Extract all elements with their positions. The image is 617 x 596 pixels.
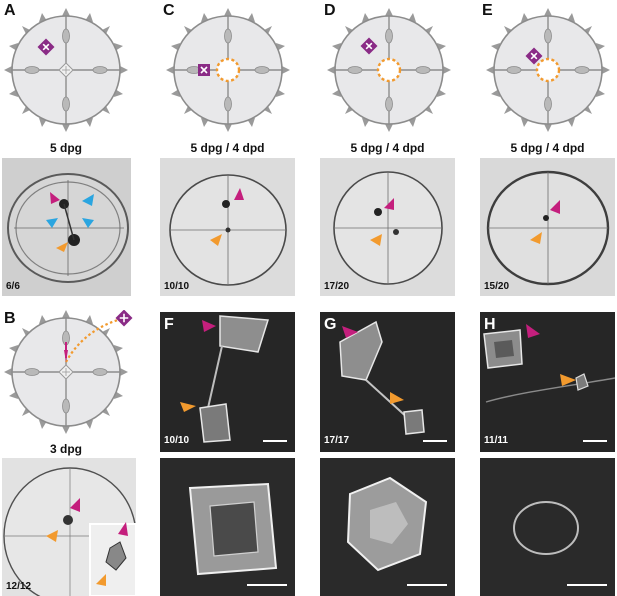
count-c: 10/10 <box>164 281 190 292</box>
photo-e: 15/20 <box>480 158 615 296</box>
orange-arrowhead-icon <box>390 392 404 404</box>
magenta-arrowhead-icon <box>342 326 358 338</box>
scale-bar <box>423 440 447 442</box>
caption-a: 5 dpg <box>50 141 82 155</box>
caption-e: 5 dpg / 4 dpd <box>510 141 585 155</box>
scale-bar <box>407 584 447 586</box>
photo-g-top: G 17/17 <box>320 312 455 452</box>
orange-arrowhead-icon <box>210 234 222 246</box>
cyan-arrowhead-icon <box>46 218 58 228</box>
diagram-c <box>166 8 290 132</box>
count-e: 15/20 <box>484 281 510 292</box>
count-f: 10/10 <box>164 435 190 446</box>
panel-letter-e: E <box>482 2 493 19</box>
panel-letter-b: B <box>4 310 16 327</box>
magenta-arrowhead-icon <box>526 324 540 338</box>
scale-bar <box>263 440 287 442</box>
photo-h-bottom <box>480 458 615 596</box>
magenta-arrowhead-icon <box>550 200 560 214</box>
magenta-arrowhead-icon <box>202 320 216 332</box>
diagram-e <box>486 8 610 132</box>
scale-bar <box>583 440 607 442</box>
count-b: 12/12 <box>6 581 32 592</box>
count-g: 17/17 <box>324 435 350 446</box>
magenta-arrowhead-icon <box>70 498 80 512</box>
orange-arrowhead-icon <box>56 242 68 252</box>
panel-letter-a: A <box>4 2 16 19</box>
photo-a: 6/6 <box>2 158 131 296</box>
caption-b: 3 dpg <box>50 442 82 456</box>
photo-b: 12/12 <box>2 458 136 596</box>
magenta-arrowhead-icon <box>234 188 244 200</box>
cyan-arrowhead-icon <box>82 218 94 228</box>
panel-letter-d: D <box>324 2 336 19</box>
photo-h-top: H 11/11 <box>480 312 615 452</box>
orange-arrowhead-icon <box>560 374 576 386</box>
magenta-arrowhead-icon <box>118 522 128 536</box>
diagram-a <box>4 8 128 132</box>
photo-f-top: F 10/10 <box>160 312 295 452</box>
diagram-b <box>4 310 134 434</box>
caption-d: 5 dpg / 4 dpd <box>350 141 425 155</box>
panel-letter-c: C <box>163 2 175 19</box>
scale-bar <box>247 584 287 586</box>
diagram-d <box>327 8 451 132</box>
orange-arrowhead-icon <box>96 574 106 586</box>
photo-f-bottom <box>160 458 295 596</box>
count-d: 17/20 <box>324 281 350 292</box>
orange-arrowhead-icon <box>530 232 542 244</box>
orange-arrowhead-icon <box>46 530 58 542</box>
photo-d: 17/20 <box>320 158 455 296</box>
photo-c: 10/10 <box>160 158 295 296</box>
photo-g-bottom <box>320 458 455 596</box>
panel-letter-f: F <box>164 316 174 333</box>
scale-bar <box>567 584 607 586</box>
caption-c: 5 dpg / 4 dpd <box>190 141 265 155</box>
orange-arrowhead-icon <box>180 402 196 412</box>
magenta-arrowhead-icon <box>50 192 60 204</box>
count-h: 11/11 <box>484 435 508 446</box>
panel-letter-h: H <box>484 316 496 333</box>
magenta-arrowhead-icon <box>384 198 394 210</box>
cyan-arrowhead-icon <box>82 194 94 206</box>
count-a: 6/6 <box>6 281 20 292</box>
orange-arrowhead-icon <box>370 234 382 246</box>
panel-letter-g: G <box>324 316 337 333</box>
